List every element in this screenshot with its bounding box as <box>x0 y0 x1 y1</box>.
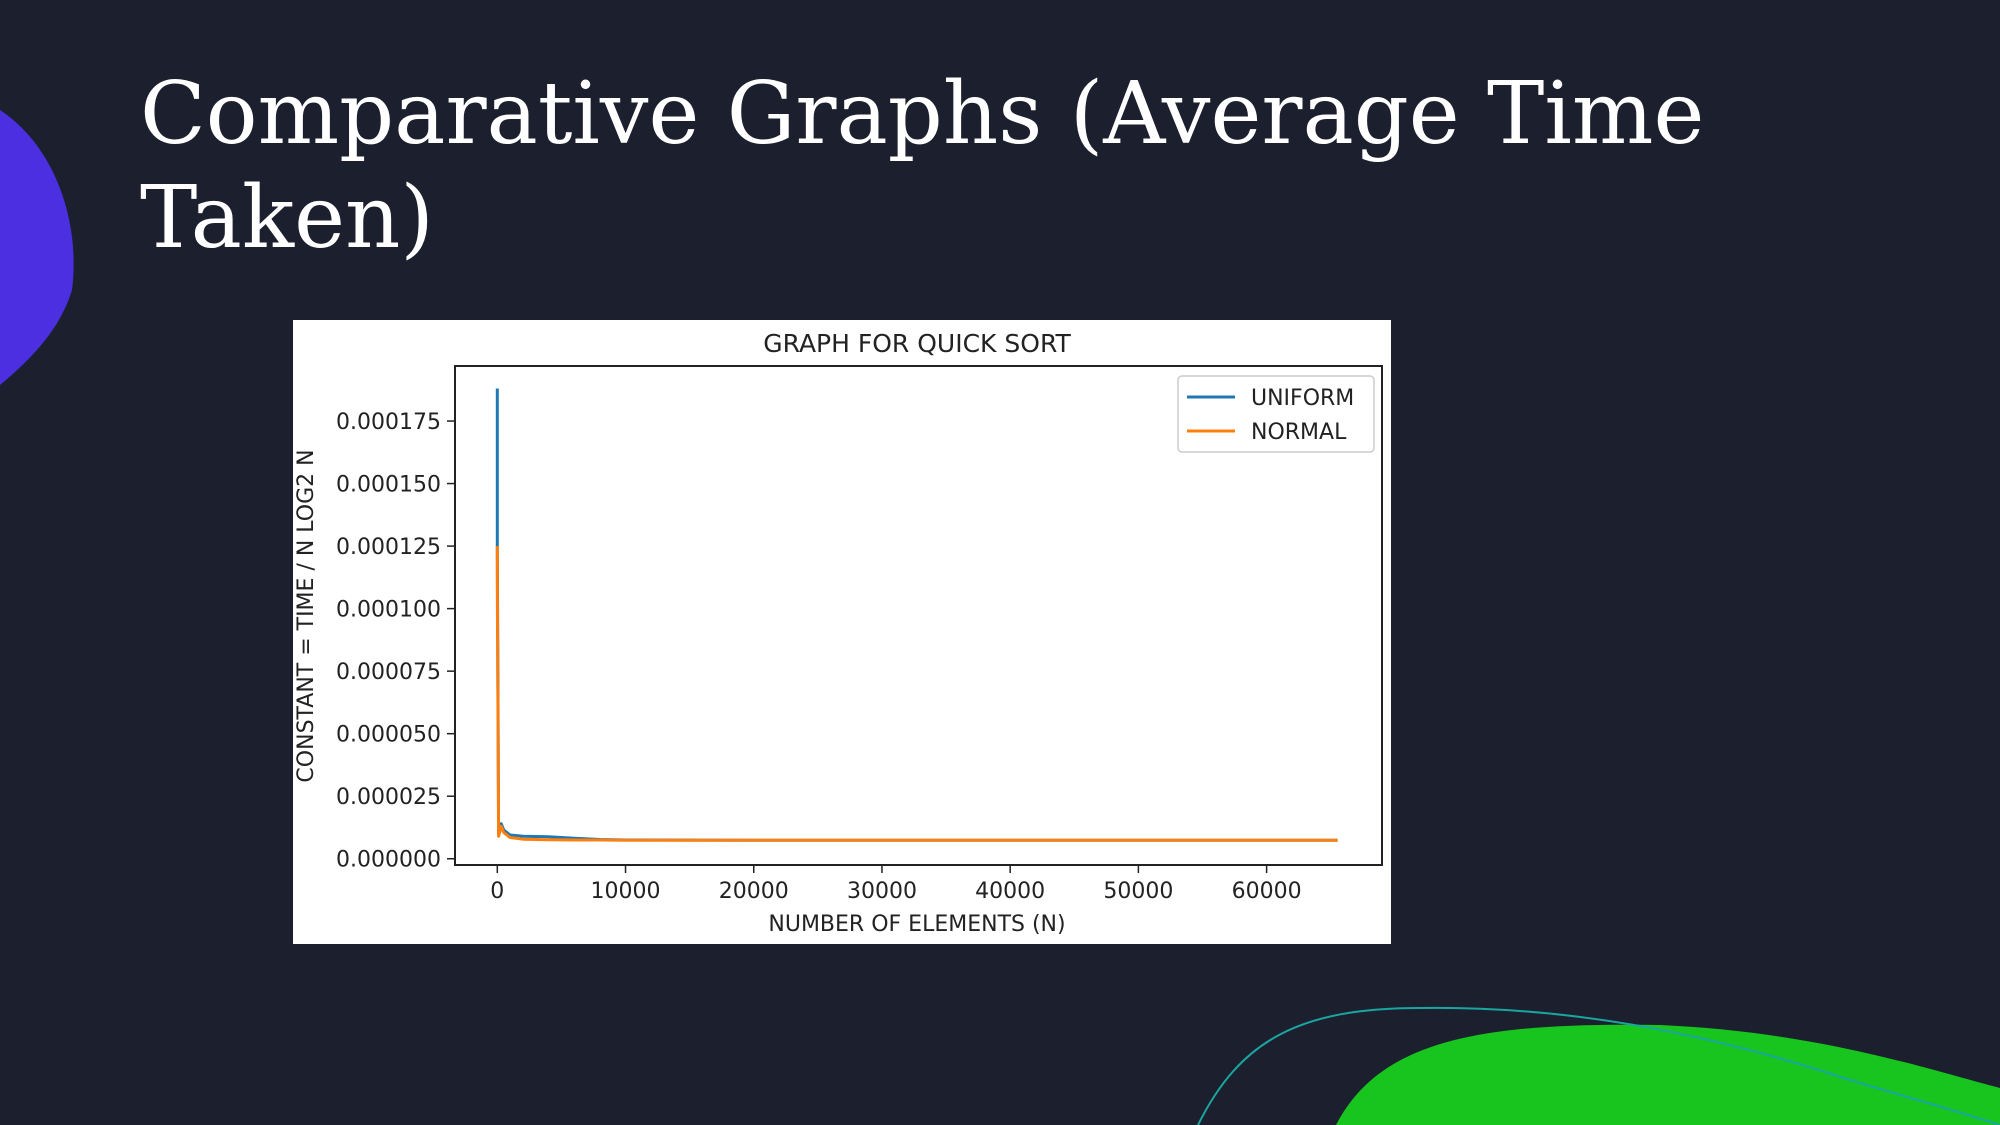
green-blob <box>1336 1024 2000 1125</box>
y-tick-label: 0.000175 <box>336 410 441 435</box>
y-tick-label: 0.000000 <box>336 848 441 873</box>
y-tick-label: 0.000150 <box>336 473 441 498</box>
x-axis-ticks: 0 10000 20000 30000 40000 50000 60000 <box>490 865 1302 904</box>
y-tick-label: 0.000125 <box>336 535 441 560</box>
y-tick-label: 0.000050 <box>336 723 441 748</box>
series-line-normal <box>495 546 1338 842</box>
y-tick-label: 0.000075 <box>336 660 441 685</box>
x-tick-label: 60000 <box>1232 879 1302 904</box>
series-line-uniform <box>495 388 1338 842</box>
x-tick-label: 30000 <box>847 879 917 904</box>
x-tick-label: 50000 <box>1103 879 1173 904</box>
x-tick-label: 40000 <box>975 879 1045 904</box>
y-axis-ticks: 0.000000 0.000025 0.000050 0.000075 0.000100… <box>336 410 455 873</box>
chart-card: GRAPH FOR QUICK SORT 0.000000 0.000025 0.0… <box>293 320 1391 944</box>
slide-title: Comparative Graphs (Average Time Taken) <box>140 64 1705 268</box>
legend: UNIFORM NORMAL <box>1177 375 1375 453</box>
quick-sort-chart: GRAPH FOR QUICK SORT 0.0000000.0000250.0… <box>294 329 1383 937</box>
legend-label-normal: NORMAL <box>1251 420 1347 445</box>
y-tick-label: 0.000100 <box>336 598 441 623</box>
x-axis-label: NUMBER OF ELEMENTS (N) <box>768 912 1065 937</box>
x-tick-label: 0 <box>490 879 504 904</box>
x-tick-label: 10000 <box>591 879 661 904</box>
plot-frame <box>454 365 1383 866</box>
legend-box <box>1177 375 1375 453</box>
chart-title: GRAPH FOR QUICK SORT <box>763 329 1071 358</box>
legend-label-uniform: UNIFORM <box>1251 386 1354 411</box>
teal-curve <box>1197 1006 2000 1125</box>
series-lines <box>495 388 1338 842</box>
y-tick-label: 0.000025 <box>336 785 441 810</box>
y-axis-label: CONSTANT = TIME / N LOG2 N <box>294 449 319 782</box>
purple-blob <box>0 110 74 385</box>
x-tick-label: 20000 <box>719 879 789 904</box>
